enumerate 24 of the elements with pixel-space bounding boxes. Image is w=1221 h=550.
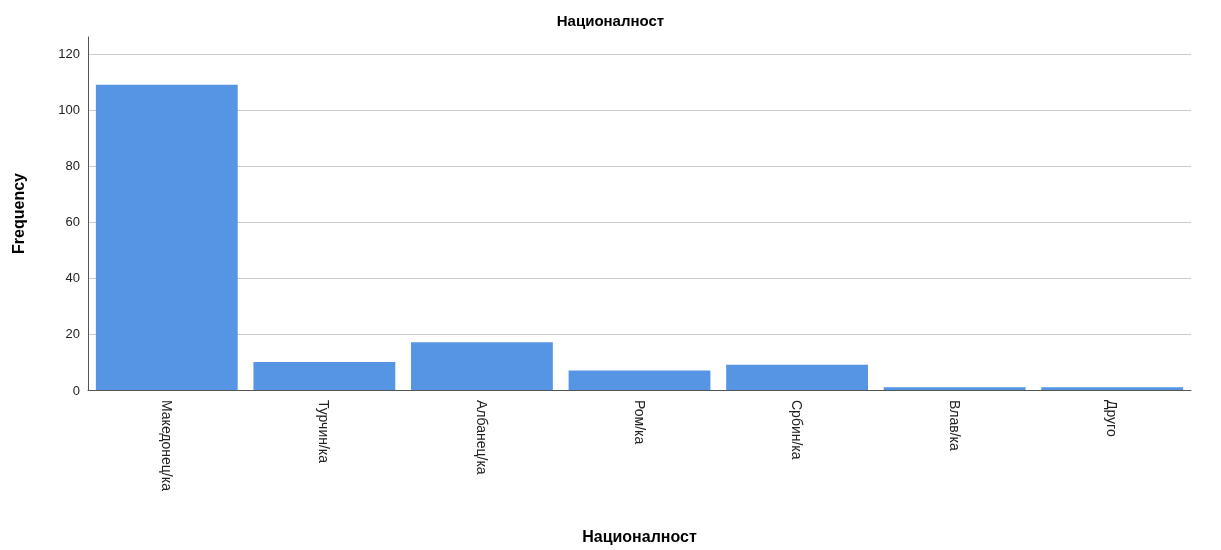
x-tick-label: Македонец/ка <box>158 400 175 492</box>
bar <box>411 342 553 390</box>
bar <box>253 361 396 390</box>
bar <box>1041 387 1184 390</box>
x-tick-label: Турчин/ка <box>316 400 333 464</box>
y-tick-label: 0 <box>72 382 80 398</box>
x-tick-label: Србин/ка <box>789 400 806 460</box>
y-tick-label: 60 <box>65 214 80 230</box>
y-axis-title: Frequency <box>9 172 27 254</box>
bar <box>568 370 711 390</box>
chart-title: Националност <box>556 12 665 29</box>
y-tick-label: 20 <box>65 326 80 342</box>
y-tick-label: 100 <box>58 102 80 118</box>
y-tick-label: 40 <box>65 270 80 286</box>
x-tick-label: Ром/ка <box>631 400 648 445</box>
bar <box>95 84 238 390</box>
x-tick-label: Албанец/ка <box>473 400 490 475</box>
x-tick-label: Влав/ка <box>946 400 963 452</box>
bar <box>883 387 1026 390</box>
x-tick-label: Друго <box>1104 400 1121 437</box>
y-tick-label: 120 <box>58 46 80 62</box>
y-tick-label: 80 <box>65 158 80 174</box>
bar <box>726 364 868 390</box>
x-axis-title: Националност <box>582 527 697 545</box>
